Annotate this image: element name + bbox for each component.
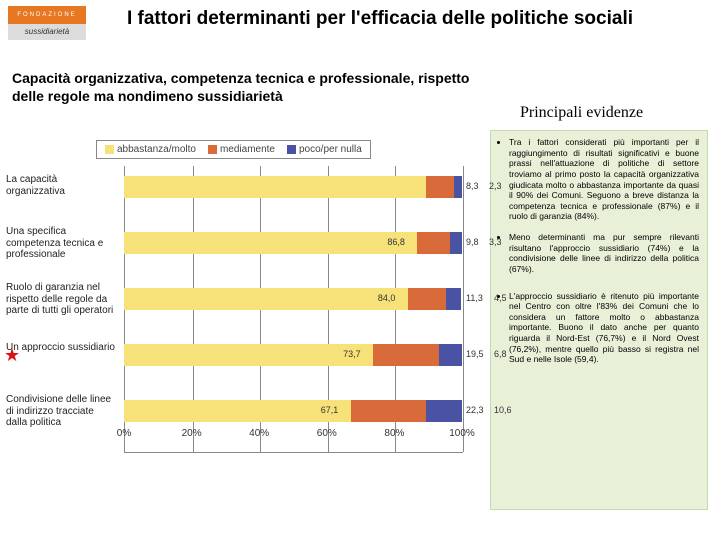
legend-item: poco/per nulla xyxy=(287,144,362,155)
category-label: Una specifica competenza tecnica e profe… xyxy=(6,226,116,261)
category-label: Condivisione delle linee di indirizzo tr… xyxy=(6,394,116,429)
bar-segment xyxy=(408,288,446,310)
x-tick-label: 100% xyxy=(449,428,475,439)
value-label: 10,6 xyxy=(494,405,512,415)
legend-item: mediamente xyxy=(208,144,275,155)
subtitle: Capacità organizzativa, competenza tecni… xyxy=(12,70,482,105)
value-label: 3,3 xyxy=(489,237,502,247)
value-label: 11,3 xyxy=(466,293,483,303)
value-label: 4,5 xyxy=(494,293,507,303)
page-title: I fattori determinanti per l'efficacia d… xyxy=(100,8,660,31)
x-tick-label: 60% xyxy=(317,428,337,439)
logo-top: FONDAZIONE xyxy=(8,6,86,24)
evidence-bullet: L'approccio sussidiario è ritenuto più i… xyxy=(509,291,699,365)
legend-item: abbastanza/molto xyxy=(105,144,196,155)
category-label: La capacità organizzativa xyxy=(6,174,116,197)
evidence-list: Tra i fattori considerati più importanti… xyxy=(499,137,699,365)
evidence-bullet: Tra i fattori considerati più importanti… xyxy=(509,137,699,222)
bar-row xyxy=(124,176,462,198)
legend-swatch xyxy=(287,145,296,154)
value-label: 86,8 xyxy=(387,237,405,247)
value-label: 84,0 xyxy=(378,293,396,303)
category-label: Un approccio sussidiario xyxy=(6,342,116,354)
bar-segment xyxy=(439,344,462,366)
bar-row xyxy=(124,232,462,254)
legend-swatch xyxy=(105,145,114,154)
legend-swatch xyxy=(208,145,217,154)
bar-row xyxy=(124,344,462,366)
x-tick-label: 40% xyxy=(249,428,269,439)
x-tick-label: 0% xyxy=(117,428,131,439)
chart: abbastanza/molto mediamente poco/per nulla… xyxy=(6,140,484,500)
bar-row xyxy=(124,400,462,422)
bar-row xyxy=(124,288,462,310)
chart-plot: La capacità organizzativa Una specifica c… xyxy=(6,166,484,476)
star-icon: ★ xyxy=(4,345,20,366)
value-label: 22,3 xyxy=(466,405,484,415)
bar-segment xyxy=(373,344,439,366)
value-label: 6,8 xyxy=(494,349,507,359)
bar-segment xyxy=(124,176,426,198)
bar-segment xyxy=(124,400,351,422)
legend-label: mediamente xyxy=(220,144,275,155)
value-label: 9,8 xyxy=(466,237,479,247)
logo: FONDAZIONE sussidiarietà xyxy=(8,6,86,40)
legend-label: poco/per nulla xyxy=(299,144,362,155)
legend-label: abbastanza/molto xyxy=(117,144,196,155)
evidence-title: Principali evidenze xyxy=(520,104,643,122)
value-label: 19,5 xyxy=(466,349,484,359)
bar-segment xyxy=(351,400,426,422)
value-label: 67,1 xyxy=(321,405,339,415)
value-label: 2,3 xyxy=(489,181,502,191)
bar-segment xyxy=(124,344,373,366)
bar-segment xyxy=(450,232,461,254)
bar-segment xyxy=(124,232,417,254)
bar-segment xyxy=(454,176,462,198)
x-tick-label: 20% xyxy=(182,428,202,439)
bar-segment xyxy=(417,232,450,254)
chart-legend: abbastanza/molto mediamente poco/per nulla xyxy=(96,140,371,159)
category-label: Ruolo di garanzia nel rispetto delle reg… xyxy=(6,282,116,317)
bar-segment xyxy=(446,288,461,310)
x-tick-label: 80% xyxy=(384,428,404,439)
logo-bottom: sussidiarietà xyxy=(8,24,86,40)
evidence-box: Tra i fattori considerati più importanti… xyxy=(490,130,708,510)
evidence-bullet: Meno determinanti ma pur sempre rilevant… xyxy=(509,232,699,275)
bar-segment xyxy=(426,400,462,422)
bar-segment xyxy=(124,288,408,310)
bar-segment xyxy=(426,176,454,198)
value-label: 73,7 xyxy=(343,349,361,359)
value-label: 8,3 xyxy=(466,181,479,191)
